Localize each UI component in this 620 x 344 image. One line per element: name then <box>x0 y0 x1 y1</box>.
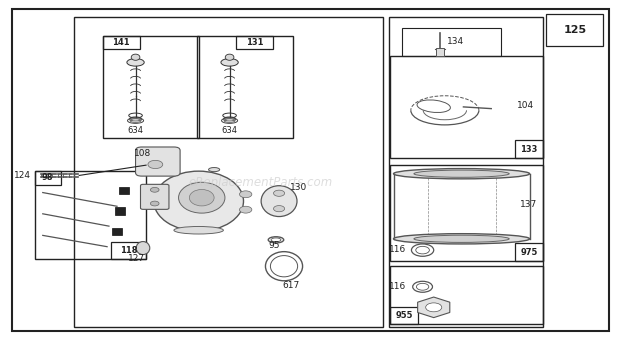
Bar <box>391 165 542 261</box>
Bar <box>103 36 140 49</box>
Text: 116: 116 <box>389 282 407 291</box>
Bar <box>74 17 383 327</box>
Text: 124: 124 <box>14 171 31 180</box>
Circle shape <box>426 303 442 312</box>
Bar <box>436 48 444 55</box>
Ellipse shape <box>131 54 140 60</box>
Text: 975: 975 <box>520 248 538 257</box>
Circle shape <box>151 201 159 206</box>
Circle shape <box>151 187 159 192</box>
Ellipse shape <box>208 168 219 172</box>
Circle shape <box>239 206 252 213</box>
Text: 634: 634 <box>221 126 237 135</box>
Bar <box>120 187 130 194</box>
Ellipse shape <box>136 241 150 255</box>
Bar <box>391 307 418 324</box>
Bar <box>515 140 542 158</box>
Circle shape <box>239 191 252 198</box>
Text: 141: 141 <box>112 38 130 47</box>
Bar <box>389 17 542 327</box>
Ellipse shape <box>394 234 529 244</box>
Bar <box>391 55 542 158</box>
Ellipse shape <box>225 54 234 60</box>
Ellipse shape <box>414 235 509 243</box>
Text: 108: 108 <box>134 149 151 158</box>
Text: 634: 634 <box>128 126 144 135</box>
Text: 133: 133 <box>520 145 538 154</box>
Ellipse shape <box>394 169 529 179</box>
Text: 955: 955 <box>396 311 413 320</box>
Text: 104: 104 <box>517 101 534 110</box>
Bar <box>103 36 198 138</box>
Bar <box>515 243 542 261</box>
Text: 95: 95 <box>268 241 280 250</box>
Text: 137: 137 <box>520 200 538 209</box>
Bar <box>112 228 122 235</box>
FancyBboxPatch shape <box>136 147 180 176</box>
Ellipse shape <box>174 226 223 234</box>
Bar <box>402 28 500 55</box>
Ellipse shape <box>179 182 225 213</box>
Circle shape <box>148 160 163 169</box>
Bar <box>115 207 125 215</box>
Ellipse shape <box>414 170 509 177</box>
Circle shape <box>273 206 285 212</box>
Ellipse shape <box>154 171 244 231</box>
Text: 134: 134 <box>448 37 464 46</box>
Text: 116: 116 <box>389 245 407 254</box>
Ellipse shape <box>261 186 297 216</box>
Text: 125: 125 <box>563 25 587 35</box>
Bar <box>236 36 273 49</box>
FancyBboxPatch shape <box>141 184 169 209</box>
Ellipse shape <box>221 58 238 66</box>
Text: eReplacementParts.com: eReplacementParts.com <box>188 176 333 189</box>
Bar <box>197 36 293 138</box>
Circle shape <box>273 190 285 196</box>
Polygon shape <box>418 297 450 318</box>
Text: 98: 98 <box>42 173 53 182</box>
Ellipse shape <box>189 190 214 206</box>
Bar <box>35 171 61 185</box>
Text: 617: 617 <box>282 281 299 290</box>
Text: 118: 118 <box>120 246 137 255</box>
Text: 130: 130 <box>290 183 308 192</box>
Bar <box>35 171 146 259</box>
Bar <box>546 14 603 46</box>
Bar <box>391 266 542 324</box>
Text: 127: 127 <box>128 254 145 263</box>
Ellipse shape <box>127 58 144 66</box>
Text: 131: 131 <box>246 38 263 47</box>
Bar <box>111 242 146 259</box>
